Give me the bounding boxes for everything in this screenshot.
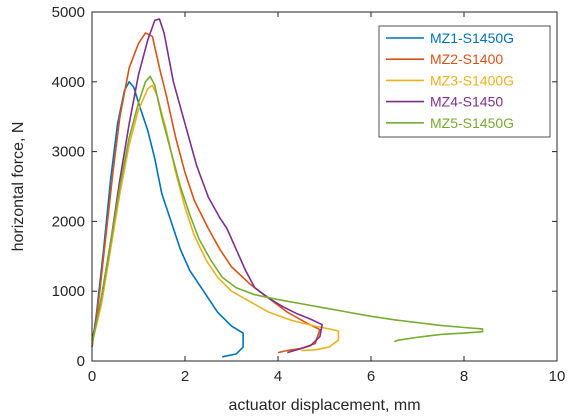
x-tick-label: 8 [460,368,468,385]
legend-label: MZ5-S1450G [430,115,514,131]
x-tick-label: 2 [181,368,189,385]
x-tick-label: 6 [367,368,375,385]
series-layer [91,18,484,358]
series-line-mz1-s1450g [91,81,244,358]
y-tick-label: 3000 [52,144,85,161]
axes: 0 2 4 6 8 10 0 1000 2000 3000 4000 5000 [52,4,566,385]
series-line-mz2-s1400 [91,32,321,354]
legend-box [378,25,551,138]
y-axis-label: horizontal force, N [10,122,27,252]
legend-label: MZ1-S1450G [430,30,514,46]
legend: MZ1-S1450G MZ2-S1400 MZ3-S1400G MZ4-S1450 MZ… [378,25,551,138]
x-tick-label: 4 [274,368,282,385]
x-axis-label: actuator displacement, mm [228,397,420,414]
series-line-mz4-s1450 [91,18,323,354]
y-tick-label: 0 [77,353,85,370]
series-line-mz5-s1450g [91,75,484,344]
legend-label: MZ3-S1400G [430,72,514,88]
y-tick-label: 2000 [52,213,85,230]
y-tick-label: 5000 [52,4,85,21]
plot-box [91,11,558,362]
x-tick-label: 10 [549,368,566,385]
series-line-mz3-s1400g [91,84,340,352]
x-tick-label: 0 [88,368,96,385]
legend-label: MZ4-S1450 [430,94,503,110]
y-tick-label: 1000 [52,283,85,300]
y-tick-label: 4000 [52,74,85,91]
legend-label: MZ2-S1400 [430,51,503,67]
